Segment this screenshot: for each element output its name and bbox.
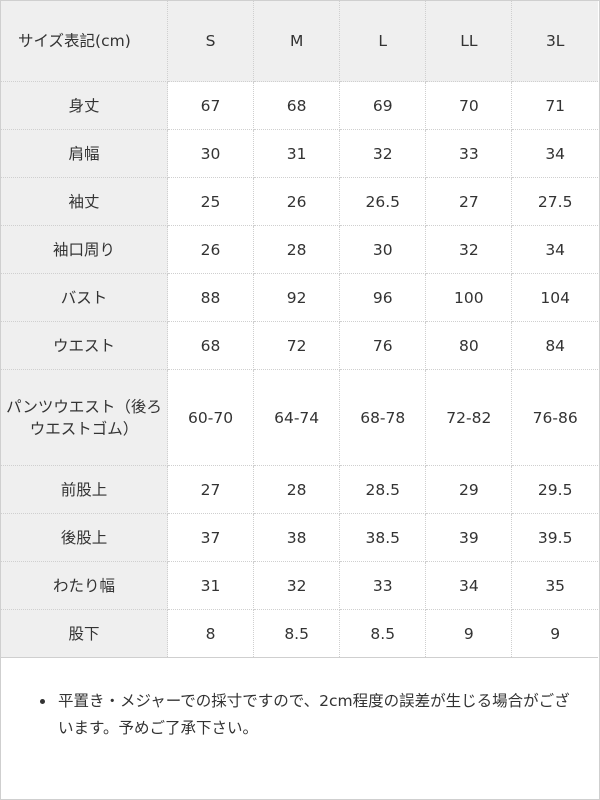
table-cell: 38.5 <box>339 513 427 562</box>
table-cell: 27 <box>167 465 255 514</box>
table-cell: 60-70 <box>167 369 255 466</box>
table-cell: 76-86 <box>511 369 598 466</box>
size-table: サイズ表記(cm) S M L LL 3L 身丈 67 68 69 70 71 … <box>1 1 598 658</box>
table-row: 後股上 37 38 38.5 39 39.5 <box>1 513 598 562</box>
table-cell: 33 <box>339 561 427 610</box>
table-cell: 32 <box>253 561 341 610</box>
table-cell: 72-82 <box>425 369 513 466</box>
measurement-note: 平置き・メジャーでの採寸ですので、2cm程度の誤差が生じる場合がございます。予め… <box>40 688 580 742</box>
table-cell: 76 <box>339 321 427 370</box>
bullet-icon <box>40 699 45 704</box>
table-cell: 39 <box>425 513 513 562</box>
table-cell: 29 <box>425 465 513 514</box>
table-row: 股下 8 8.5 8.5 9 9 <box>1 609 598 658</box>
row-label: 袖丈 <box>1 177 168 226</box>
table-cell: 67 <box>167 81 255 130</box>
note-text: 平置き・メジャーでの採寸ですので、2cm程度の誤差が生じる場合がございます。予め… <box>58 692 570 737</box>
table-cell: 34 <box>425 561 513 610</box>
table-cell: 34 <box>511 225 598 274</box>
size-header-cell: LL <box>425 1 513 82</box>
table-cell: 96 <box>339 273 427 322</box>
row-label: 股下 <box>1 609 168 658</box>
size-header-cell: S <box>167 1 255 82</box>
size-header-cell: M <box>253 1 341 82</box>
table-cell: 9 <box>425 609 513 658</box>
table-cell: 30 <box>167 129 255 178</box>
table-row: 肩幅 30 31 32 33 34 <box>1 129 598 178</box>
table-cell: 37 <box>167 513 255 562</box>
table-cell: 31 <box>253 129 341 178</box>
table-cell: 31 <box>167 561 255 610</box>
row-label: ウエスト <box>1 321 168 370</box>
table-row: 身丈 67 68 69 70 71 <box>1 81 598 130</box>
table-cell: 104 <box>511 273 598 322</box>
table-cell: 32 <box>425 225 513 274</box>
table-cell: 30 <box>339 225 427 274</box>
table-cell: 70 <box>425 81 513 130</box>
row-label: 肩幅 <box>1 129 168 178</box>
table-cell: 26 <box>167 225 255 274</box>
size-header-label: サイズ表記(cm) <box>1 1 168 82</box>
table-row: ウエスト 68 72 76 80 84 <box>1 321 598 370</box>
table-cell: 69 <box>339 81 427 130</box>
table-cell: 84 <box>511 321 598 370</box>
table-cell: 100 <box>425 273 513 322</box>
row-label: バスト <box>1 273 168 322</box>
size-header-cell: L <box>339 1 427 82</box>
table-cell: 35 <box>511 561 598 610</box>
table-cell: 32 <box>339 129 427 178</box>
table-cell: 26 <box>253 177 341 226</box>
table-cell: 33 <box>425 129 513 178</box>
table-cell: 8.5 <box>339 609 427 658</box>
table-cell: 88 <box>167 273 255 322</box>
table-cell: 25 <box>167 177 255 226</box>
table-row: バスト 88 92 96 100 104 <box>1 273 598 322</box>
table-cell: 34 <box>511 129 598 178</box>
table-cell: 68-78 <box>339 369 427 466</box>
table-cell: 92 <box>253 273 341 322</box>
table-cell: 71 <box>511 81 598 130</box>
table-cell: 64-74 <box>253 369 341 466</box>
table-cell: 9 <box>511 609 598 658</box>
table-row: 袖丈 25 26 26.5 27 27.5 <box>1 177 598 226</box>
row-label: 後股上 <box>1 513 168 562</box>
table-cell: 39.5 <box>511 513 598 562</box>
table-cell: 28 <box>253 465 341 514</box>
table-cell: 26.5 <box>339 177 427 226</box>
table-cell: 8.5 <box>253 609 341 658</box>
table-row: 袖口周り 26 28 30 32 34 <box>1 225 598 274</box>
table-cell: 28 <box>253 225 341 274</box>
table-row: 前股上 27 28 28.5 29 29.5 <box>1 465 598 514</box>
table-cell: 68 <box>167 321 255 370</box>
table-cell: 27.5 <box>511 177 598 226</box>
size-header-cell: 3L <box>511 1 598 82</box>
table-cell: 8 <box>167 609 255 658</box>
table-cell: 38 <box>253 513 341 562</box>
row-label: パンツウエスト（後ろウエストゴム） <box>1 369 168 466</box>
table-cell: 28.5 <box>339 465 427 514</box>
table-row: パンツウエスト（後ろウエストゴム） 60-70 64-74 68-78 72-8… <box>1 369 598 466</box>
table-cell: 72 <box>253 321 341 370</box>
row-label: 前股上 <box>1 465 168 514</box>
size-header-row: サイズ表記(cm) S M L LL 3L <box>1 1 598 82</box>
table-cell: 68 <box>253 81 341 130</box>
row-label: 身丈 <box>1 81 168 130</box>
row-label: わたり幅 <box>1 561 168 610</box>
table-row: わたり幅 31 32 33 34 35 <box>1 561 598 610</box>
row-label: 袖口周り <box>1 225 168 274</box>
table-cell: 29.5 <box>511 465 598 514</box>
table-cell: 27 <box>425 177 513 226</box>
table-cell: 80 <box>425 321 513 370</box>
